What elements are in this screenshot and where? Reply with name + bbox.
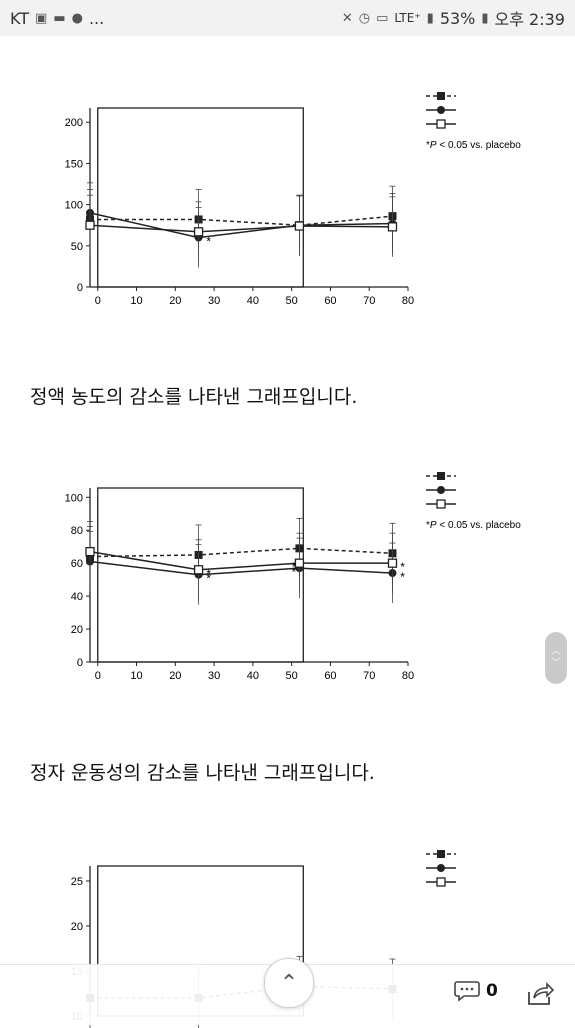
data-point <box>294 558 305 568</box>
x-tick-label: 10 <box>130 670 142 682</box>
hd-icon: ▭ <box>376 10 389 26</box>
y-tick-label: 0 <box>77 657 83 669</box>
significance-asterisk: * <box>206 567 211 581</box>
treatment-box <box>97 107 304 288</box>
legend-marker-square-open <box>436 119 446 129</box>
x-tick-label: 30 <box>208 670 220 682</box>
comment-icon <box>454 981 480 1002</box>
x-tick-label: 40 <box>247 295 259 307</box>
data-point <box>294 221 305 231</box>
message-icon: ▬ <box>53 10 66 26</box>
status-bar: KT ▣ ▬ ● ... ✕ ◷ ▭ LTE⁺ ▮ 53% ▮ 오후 2:39 <box>0 0 575 36</box>
significance-asterisk: * <box>206 235 211 249</box>
data-point <box>85 220 95 230</box>
talk-icon: ● <box>71 10 83 26</box>
y-tick-label: 60 <box>71 558 83 570</box>
legend-marker-square-filled <box>437 92 445 100</box>
y-tick-label: 20 <box>71 624 83 636</box>
x-tick-label: 20 <box>169 295 181 307</box>
data-point <box>387 558 398 568</box>
x-tick-label: 60 <box>324 670 336 682</box>
mute-icon: ✕ <box>341 10 353 26</box>
x-tick-label: 70 <box>363 670 375 682</box>
article-content[interactable]: 0 50 100 150 200 0 10 20 30 40 50 60 70 80 *P < 0.05 v… <box>0 36 575 1028</box>
significance-note-text: < 0.05 vs. placebo <box>437 140 522 151</box>
comment-button[interactable]: 0 <box>454 980 498 1002</box>
series-line-finasteride <box>89 560 393 576</box>
legend-marker-square-open <box>436 877 446 887</box>
y-tick-label: 200 <box>65 117 83 129</box>
chevron-up-icon: ︿ <box>551 646 561 657</box>
data-point <box>193 565 204 575</box>
legend-marker-square-filled <box>437 472 445 480</box>
x-tick-label: 50 <box>286 295 298 307</box>
scroll-handle[interactable]: ︿ ﹀ <box>545 632 567 684</box>
x-tick-label: 70 <box>363 295 375 307</box>
chevron-down-icon: ﹀ <box>551 658 561 669</box>
y-tick-label: 40 <box>71 591 83 603</box>
network-label: LTE⁺ <box>394 11 421 25</box>
legend-marker-square-open <box>436 499 446 509</box>
x-tick-label: 60 <box>324 295 336 307</box>
significance-note-p: P <box>430 520 437 531</box>
chevron-up-icon: ⌃ <box>279 970 299 996</box>
series-line-finasteride <box>89 212 393 239</box>
series-line-placebo <box>89 547 393 558</box>
y-tick-label: 0 <box>77 282 83 294</box>
legend-marker-circle <box>437 864 445 872</box>
gallery-icon: ▣ <box>35 10 48 26</box>
significance-note: *P < 0.05 vs. placebo <box>426 520 521 531</box>
y-tick-label: 50 <box>71 241 83 253</box>
significance-asterisk: * <box>292 560 297 574</box>
y-tick-label: 20 <box>71 921 83 933</box>
comment-count: 0 <box>486 981 498 1001</box>
x-tick-label: 30 <box>208 295 220 307</box>
x-tick-label: 0 <box>95 295 101 307</box>
x-tick-label: 50 <box>286 670 298 682</box>
significance-asterisk: * <box>206 572 211 586</box>
x-tick-label: 80 <box>402 670 414 682</box>
legend-marker-circle <box>437 106 445 114</box>
x-tick-label: 40 <box>247 670 259 682</box>
scroll-to-top-button[interactable]: ⌃ <box>264 958 314 1008</box>
significance-note: *P < 0.05 vs. placebo <box>426 140 521 151</box>
battery-icon: ▮ <box>481 10 489 26</box>
caption-c: 정액 농도의 감소를 나타낸 그래프입니다. <box>30 386 358 408</box>
data-point <box>387 222 398 232</box>
x-tick-label: 10 <box>130 295 142 307</box>
x-tick-label: 0 <box>95 670 101 682</box>
time-label: 오후 2:39 <box>494 10 565 29</box>
y-tick-label: 25 <box>71 876 83 888</box>
legend-marker-square-filled <box>437 850 445 858</box>
y-tick-label: 100 <box>65 200 83 212</box>
significance-asterisk: * <box>400 570 405 584</box>
significance-note-text: < 0.05 vs. placebo <box>437 520 522 531</box>
legend-marker-circle <box>437 486 445 494</box>
carrier-label: KT <box>10 8 30 28</box>
y-tick-label: 150 <box>65 158 83 170</box>
share-icon[interactable] <box>526 980 554 1006</box>
y-tick-label: 100 <box>65 492 83 504</box>
significance-asterisk: * <box>400 560 405 574</box>
data-point <box>193 227 204 237</box>
signal-icon: ▮ <box>426 10 434 26</box>
battery-label: 53% <box>439 8 476 28</box>
significance-asterisk: * <box>292 565 297 579</box>
alarm-icon: ◷ <box>358 10 371 26</box>
x-tick-label: 80 <box>402 295 414 307</box>
y-tick-label: 80 <box>71 525 83 537</box>
series-line-dutasteride <box>89 224 393 233</box>
data-point <box>85 546 95 557</box>
status-more-dots: ... <box>88 8 105 28</box>
series-line-dutasteride <box>89 550 393 571</box>
caption-d: 정자 운동성의 감소를 나타낸 그래프입니다. <box>30 762 375 784</box>
x-tick-label: 20 <box>169 670 181 682</box>
significance-note-p: P <box>430 140 437 151</box>
